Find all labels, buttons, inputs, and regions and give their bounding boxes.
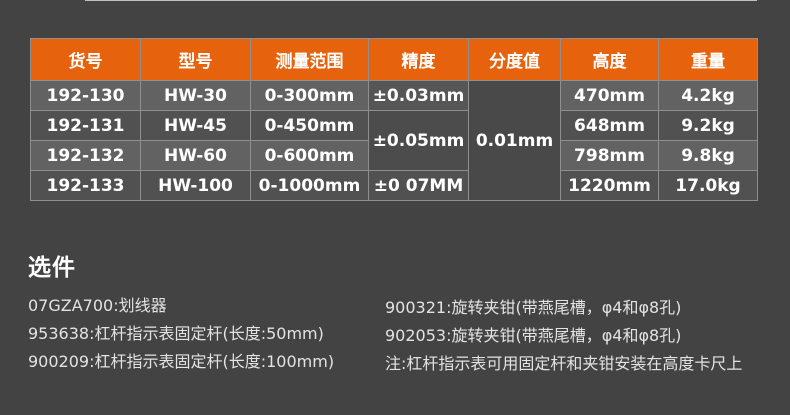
- options-list-right: 900321:旋转夹钳(带燕尾槽，φ4和φ8孔) 902053:旋转夹钳(带燕尾…: [385, 294, 742, 378]
- spec-cell: 470mm: [560, 80, 659, 111]
- header-graduation: 分度值: [468, 38, 561, 81]
- spec-cell: 192-132: [30, 140, 141, 171]
- header-height: 高度: [560, 38, 659, 81]
- option-item: 953638:杠杆指示表固定杆(长度:50mm): [28, 324, 324, 343]
- header-item-no: 货号: [30, 38, 141, 81]
- options-heading: 选件: [28, 255, 76, 281]
- spec-cell: 0-450mm: [250, 110, 369, 141]
- option-item: 900321:旋转夹钳(带燕尾槽，φ4和φ8孔): [385, 298, 682, 317]
- spec-cell-graduation-span: 0.01mm: [468, 80, 561, 201]
- spec-cell-accuracy-span: ±0.05mm: [368, 110, 469, 171]
- spec-cell: 0-1000mm: [250, 170, 369, 201]
- option-item: 902053:旋转夹钳(带燕尾槽，φ4和φ8孔): [385, 326, 682, 345]
- header-model: 型号: [140, 38, 251, 81]
- option-note: 注:杠杆指示表可用固定杆和夹钳安装在高度卡尺上: [385, 354, 743, 373]
- spec-cell: 0-300mm: [250, 80, 369, 111]
- spec-table: 货号 型号 测量范围 精度 分度值 高度 重量 192-130 HW-30 0-…: [30, 38, 758, 201]
- spec-cell: HW-30: [140, 80, 251, 111]
- spec-cell: 9.2kg: [658, 110, 758, 141]
- spec-cell: 1220mm: [560, 170, 659, 201]
- table-row: 192-133 HW-100 0-1000mm ±0 07MM 1220mm 1…: [30, 170, 758, 201]
- spec-cell: 0-600mm: [250, 140, 369, 171]
- header-measure-range: 测量范围: [250, 38, 369, 81]
- spec-cell: 192-130: [30, 80, 141, 111]
- table-row: 192-132 HW-60 0-600mm 798mm 9.8kg: [30, 140, 758, 171]
- spec-cell: 192-133: [30, 170, 141, 201]
- spec-header-row: 货号 型号 测量范围 精度 分度值 高度 重量: [30, 38, 758, 81]
- table-row: 192-130 HW-30 0-300mm ±0.03mm 0.01mm 470…: [30, 80, 758, 201]
- header-weight: 重量: [658, 38, 758, 81]
- table-row: 192-131 HW-45 0-450mm ±0.05mm 648mm 9.2k…: [30, 110, 758, 171]
- spec-cell: ±0 07MM: [368, 170, 469, 201]
- spec-cell: 192-131: [30, 110, 141, 141]
- spec-cell: HW-100: [140, 170, 251, 201]
- options-list-left: 07GZA700:划线器 953638:杠杆指示表固定杆(长度:50mm) 90…: [28, 292, 334, 376]
- spec-cell: ±0.03mm: [368, 80, 469, 111]
- top-edge-line: [85, 0, 757, 1]
- option-item: 900209:杠杆指示表固定杆(长度:100mm): [28, 352, 335, 371]
- spec-cell: HW-45: [140, 110, 251, 141]
- spec-cell: 9.8kg: [658, 140, 758, 171]
- spec-cell: 4.2kg: [658, 80, 758, 111]
- header-accuracy: 精度: [368, 38, 469, 81]
- spec-cell: 648mm: [560, 110, 659, 141]
- option-item: 07GZA700:划线器: [28, 296, 167, 315]
- spec-cell: HW-60: [140, 140, 251, 171]
- spec-cell: 798mm: [560, 140, 659, 171]
- spec-cell: 17.0kg: [658, 170, 758, 201]
